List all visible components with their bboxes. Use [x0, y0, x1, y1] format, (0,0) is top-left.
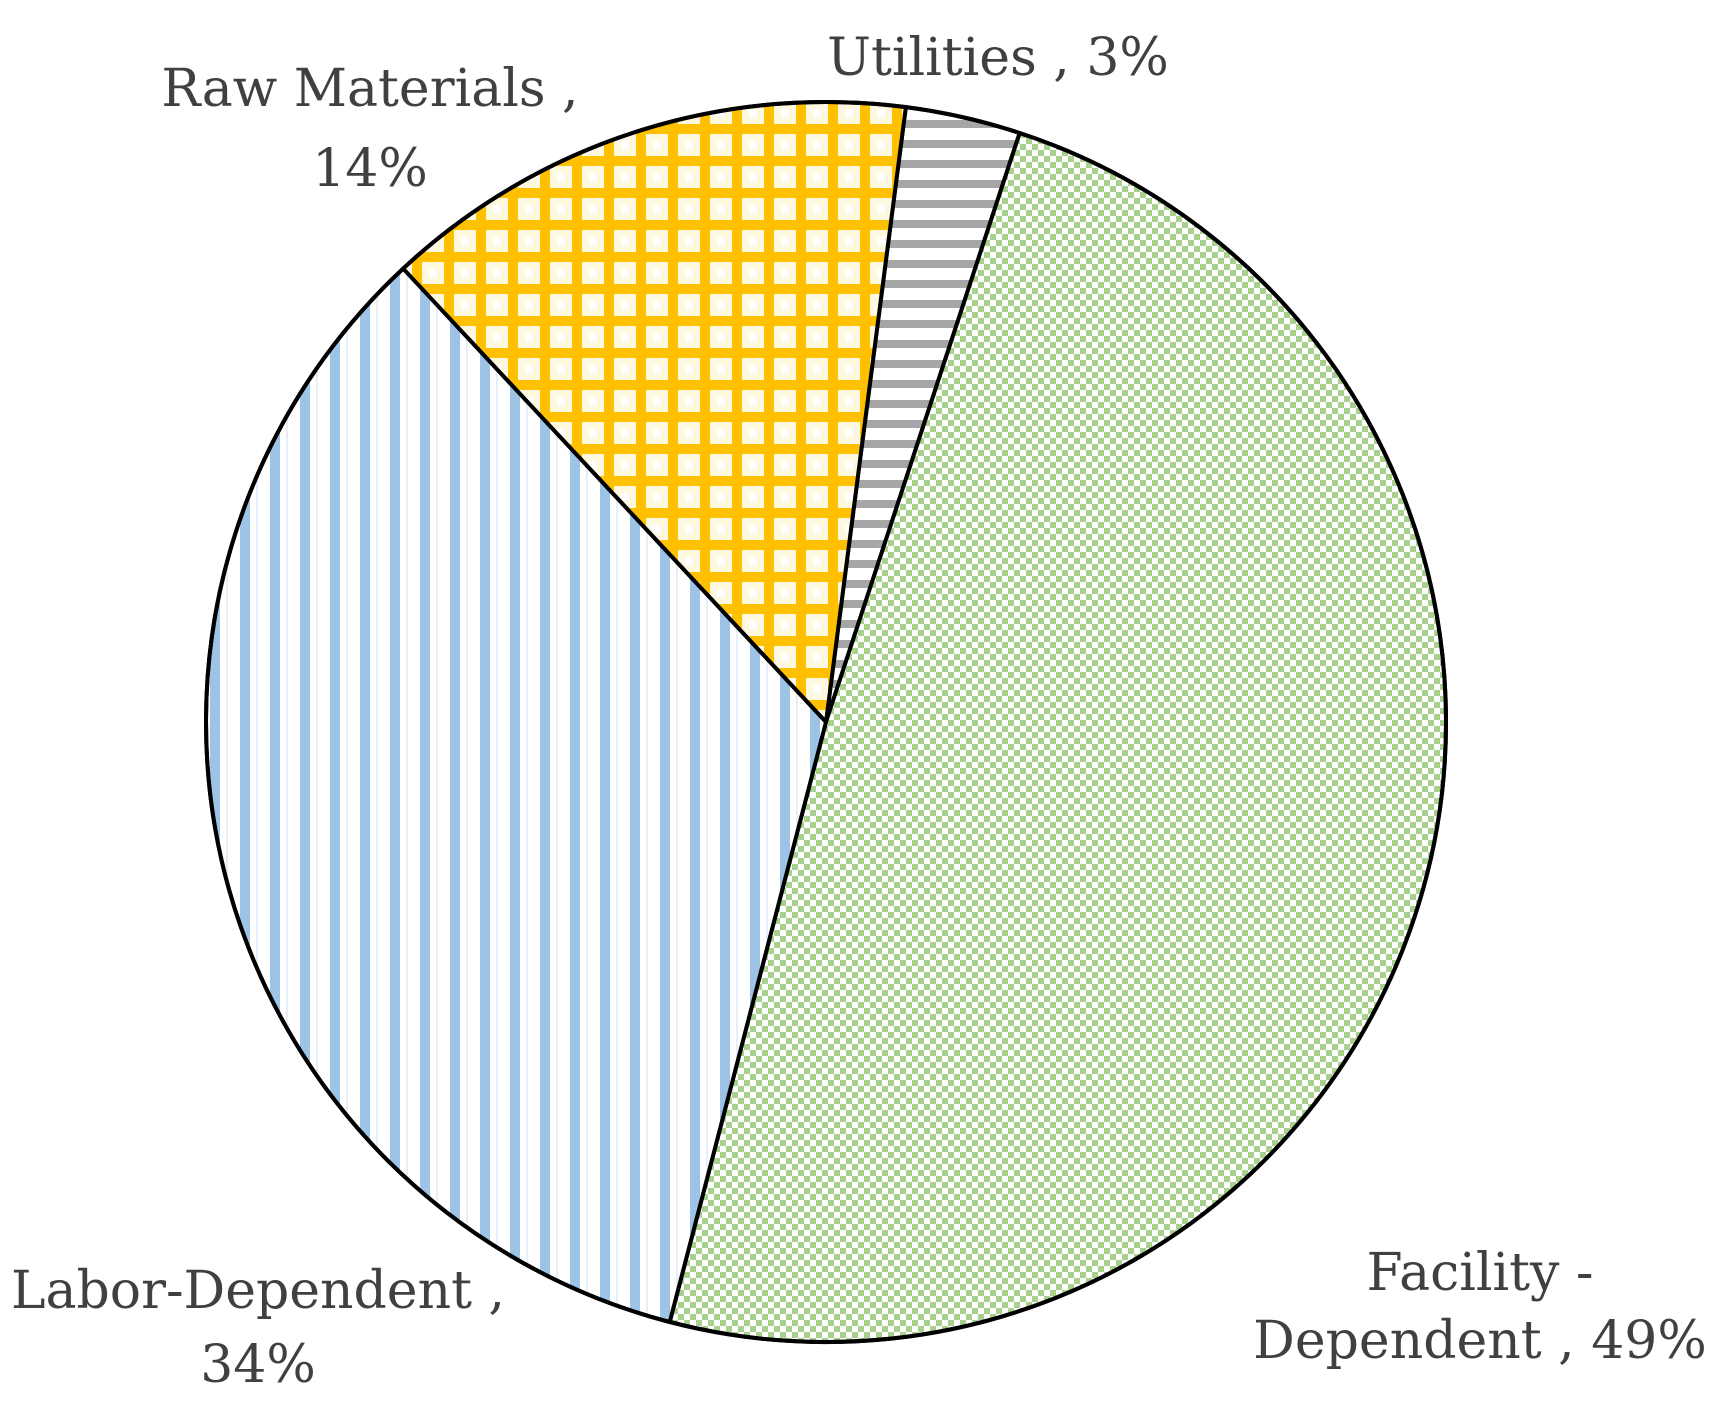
label-raw-materials-line1: Raw Materials , — [161, 59, 578, 119]
svg-text:Facility -: Facility - — [1367, 1243, 1594, 1303]
label-labor-dependent-line2: 34% — [200, 1335, 316, 1395]
label-facility-dependent: Facility - Dependent , 49% — [1253, 1243, 1707, 1371]
pie-slices — [204, 100, 1448, 1344]
label-utilities: Utilities , 3% — [827, 28, 1169, 88]
svg-text:Dependent , 49%: Dependent , 49% — [1253, 1311, 1707, 1371]
label-facility-dependent-line1: Facility - — [1367, 1243, 1594, 1303]
svg-text:Raw Materials ,: Raw Materials , — [161, 59, 578, 119]
label-utilities-line1: Utilities , 3% — [827, 28, 1169, 88]
label-labor-dependent: Labor-Dependent , 34% — [11, 1261, 505, 1395]
svg-text:34%: 34% — [200, 1335, 316, 1395]
label-facility-dependent-line2: Dependent , 49% — [1253, 1311, 1707, 1371]
label-raw-materials: Raw Materials , 14% — [161, 59, 578, 199]
pie-outline — [204, 100, 1448, 1344]
label-raw-materials-line2: 14% — [312, 139, 428, 199]
svg-text:Utilities , 3%: Utilities , 3% — [827, 28, 1169, 88]
svg-text:14%: 14% — [312, 139, 428, 199]
svg-text:Labor-Dependent ,: Labor-Dependent , — [11, 1261, 505, 1321]
label-labor-dependent-line1: Labor-Dependent , — [11, 1261, 505, 1321]
